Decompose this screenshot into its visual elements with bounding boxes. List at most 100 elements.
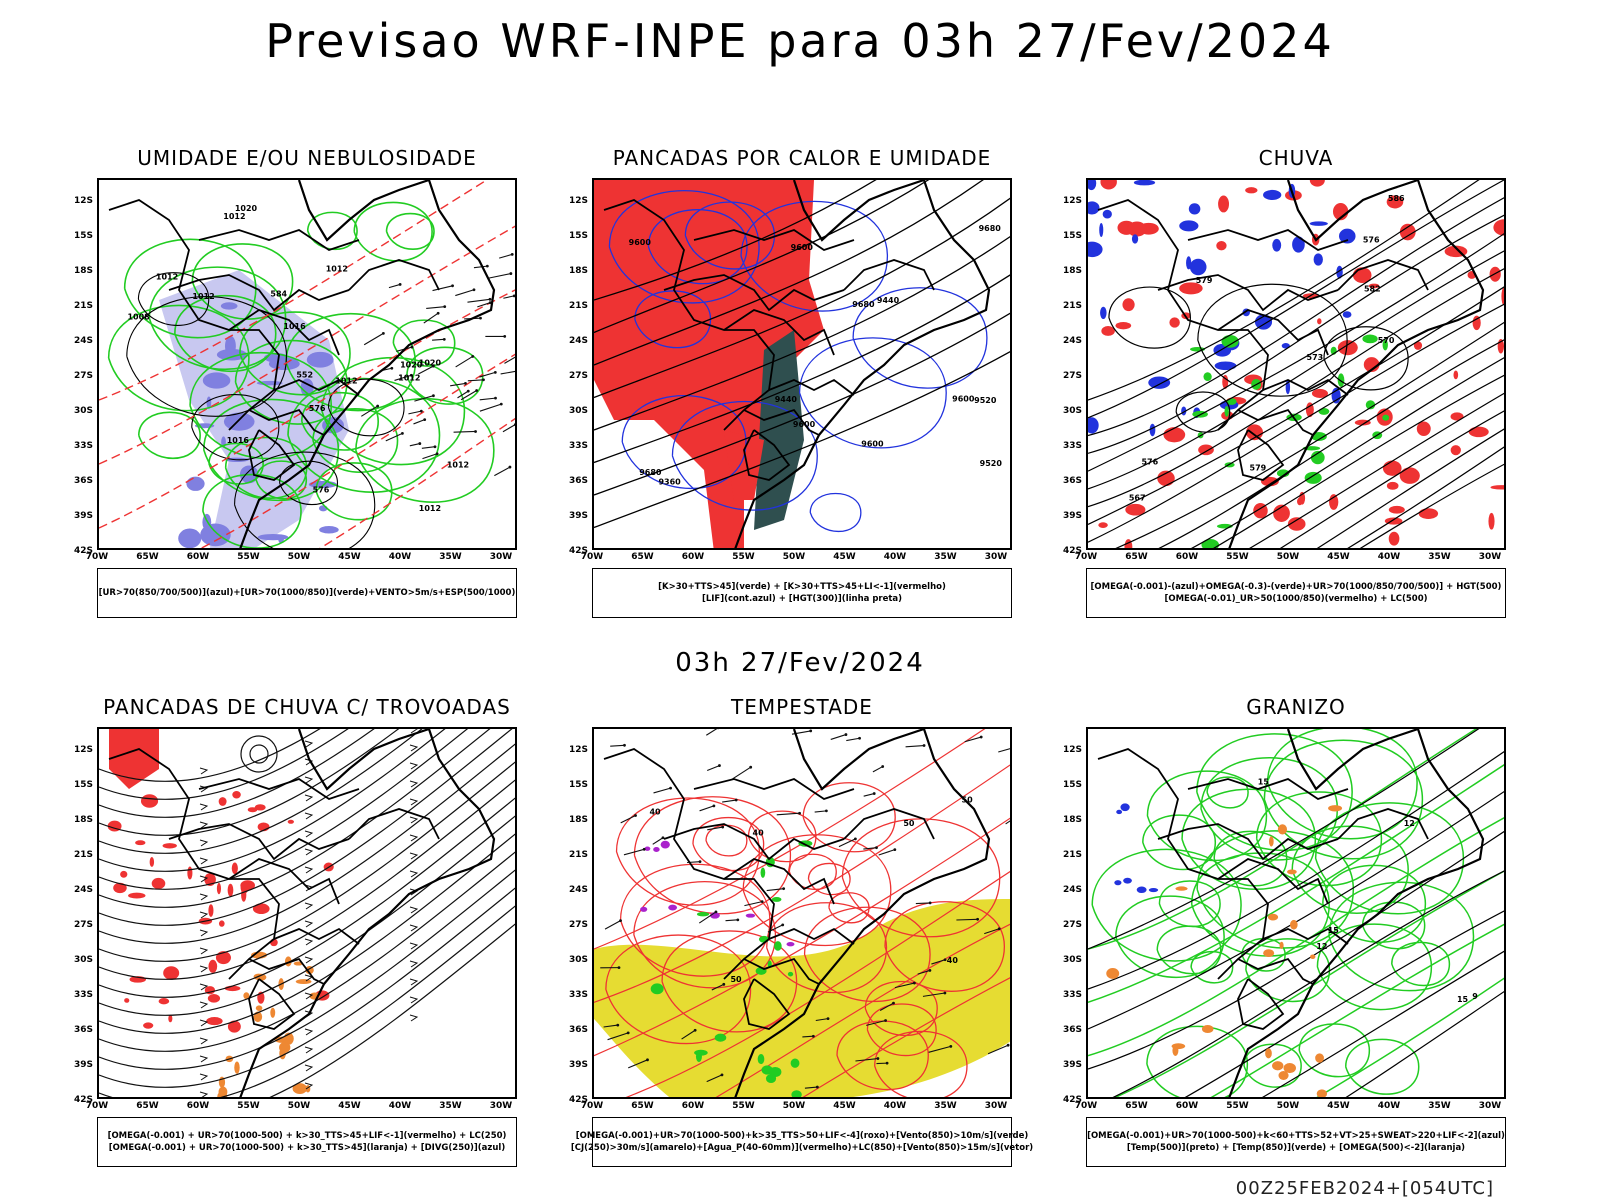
wind-vector [814, 810, 827, 813]
y-tick-label: 15S [1062, 780, 1082, 790]
lifted-index-contour [647, 209, 748, 285]
wind-vector [457, 390, 469, 399]
rain-area [1305, 402, 1314, 418]
contour-label: 573 [1307, 353, 1324, 362]
legend-line: [OMEGA(-0.001) + UR>70(1000-500) + k>30_… [108, 1143, 506, 1153]
rain-area [1450, 445, 1461, 456]
x-tick-label: 40W [1377, 1101, 1401, 1111]
y-tick-label: 27S [73, 371, 93, 381]
wind-vector [922, 992, 945, 997]
y-tick-label: 12S [568, 745, 588, 755]
strong-omega-area [1318, 407, 1330, 415]
y-tick-label: 24S [73, 885, 93, 895]
omega-area [1179, 220, 1199, 232]
contour-label: 9440 [877, 296, 900, 305]
height-contour [1279, 410, 1504, 548]
streamline [99, 743, 515, 944]
state-border [768, 378, 855, 396]
x-tick-label: 55W [1226, 552, 1249, 562]
wind-vector [905, 744, 925, 748]
hail-index-area [1123, 877, 1132, 884]
rain-area [1501, 287, 1504, 306]
panel-title: TEMPESTADE [731, 695, 873, 719]
omega500-area [1175, 886, 1188, 891]
water-vapor-contour [633, 881, 777, 989]
y-tick-label: 39S [568, 511, 588, 521]
thunderstorm-area [187, 866, 193, 880]
wind-vector [872, 766, 883, 773]
y-tick-label: 42S [568, 1095, 588, 1105]
temp850-contour [1316, 923, 1433, 1011]
wind-vector [846, 737, 860, 742]
rain-area [1493, 219, 1504, 236]
temp850-contour [1146, 770, 1268, 862]
wind-vector-head [410, 345, 414, 349]
x-tick-label: 70W [580, 552, 604, 562]
thunderstorm-area [204, 873, 216, 886]
wind-vector-head [912, 981, 916, 985]
y-tick-label: 18S [568, 266, 588, 276]
rain-area [1222, 374, 1229, 389]
contour-label: 567 [1129, 494, 1146, 503]
streamline [99, 905, 515, 1097]
x-tick-label: 65W [136, 1101, 159, 1111]
temp850-contour [1091, 848, 1242, 962]
state-border [348, 808, 440, 840]
flow-arrow [409, 960, 419, 968]
wind-vector [385, 432, 403, 442]
wind-vector [838, 838, 856, 848]
wind-vector [467, 379, 484, 382]
y-tick-label: 24S [1062, 885, 1082, 895]
wind-vector-head [885, 1061, 889, 1065]
flow-arrow [199, 803, 209, 811]
y-tick-label: 21S [568, 850, 588, 860]
contour-label: 1012 [192, 292, 214, 301]
temp850-contour [1298, 1023, 1371, 1078]
state-border [1097, 199, 1269, 431]
flow-arrow [199, 983, 209, 991]
wind-vector-head [479, 316, 482, 320]
streamline [99, 869, 515, 1070]
rain-area [1198, 444, 1214, 456]
x-tick-label: 30W [489, 552, 513, 562]
rain-area [1253, 502, 1268, 519]
y-tick-label: 15S [1062, 231, 1082, 241]
flow-arrow [199, 857, 209, 865]
wind850-area [771, 897, 782, 902]
rain-area [1488, 512, 1495, 530]
wind-vector-head [451, 284, 454, 288]
x-tick-label: 60W [186, 552, 210, 562]
wind-vector [487, 273, 511, 279]
state-border [248, 978, 296, 1030]
lifted-index-contour [608, 190, 760, 304]
y-tick-label: 18S [73, 815, 93, 825]
wind-vector [432, 338, 445, 341]
flow-arrow [199, 965, 209, 973]
omega500-area [1279, 941, 1284, 949]
wind-vector-head [390, 366, 394, 370]
contour-label: 40 [753, 828, 765, 837]
map-frame: 9600 9600 9680 9680 9600 9680 9600 9600 9520 9520… [592, 178, 1012, 550]
omega-area [1131, 234, 1139, 244]
rain-area [1101, 325, 1115, 336]
wind-vector-head [626, 1031, 630, 1035]
wind850-area [695, 1051, 702, 1063]
x-tick-label: 50W [287, 552, 311, 562]
rain-area [1127, 221, 1147, 237]
wind-vector [894, 982, 915, 989]
y-tick-label: 15S [568, 231, 588, 241]
wind-vector [628, 1059, 648, 1069]
thunderstorm-area [241, 888, 247, 902]
temp850-contour [1114, 870, 1504, 1097]
wind-vector [479, 397, 496, 401]
rain-area [1416, 421, 1431, 436]
y-tick-label: 12S [1062, 745, 1082, 755]
green-contour [137, 411, 201, 459]
temp850-contour [1344, 1038, 1420, 1095]
y-tick-label: 39S [73, 511, 93, 521]
thunderstorm-area [247, 807, 258, 813]
contour-label: 579 [1250, 464, 1267, 473]
flow-arrow [304, 758, 314, 766]
wind-vector [432, 285, 453, 292]
omega-area [1088, 180, 1097, 191]
